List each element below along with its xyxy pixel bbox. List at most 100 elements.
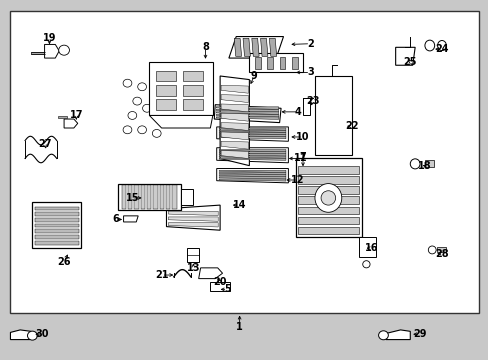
Polygon shape	[219, 149, 285, 152]
Polygon shape	[31, 51, 44, 54]
Bar	[35, 241, 79, 244]
Bar	[182, 71, 203, 81]
Polygon shape	[216, 112, 278, 114]
Bar	[35, 229, 79, 233]
Bar	[128, 185, 132, 209]
Ellipse shape	[321, 191, 335, 205]
Polygon shape	[32, 202, 81, 248]
Polygon shape	[64, 119, 78, 128]
Ellipse shape	[152, 130, 161, 137]
Ellipse shape	[437, 41, 446, 50]
Polygon shape	[10, 330, 31, 339]
Text: 1: 1	[236, 322, 243, 332]
Polygon shape	[219, 179, 285, 181]
Polygon shape	[260, 39, 267, 56]
Bar	[141, 185, 145, 209]
Bar	[122, 185, 126, 209]
Text: 5: 5	[224, 284, 230, 294]
Text: 19: 19	[42, 33, 56, 43]
Ellipse shape	[138, 126, 146, 134]
Text: 18: 18	[417, 161, 431, 171]
Bar	[35, 235, 79, 239]
Ellipse shape	[362, 261, 369, 268]
Text: 9: 9	[250, 71, 257, 81]
Polygon shape	[303, 98, 310, 116]
Polygon shape	[219, 158, 285, 160]
Polygon shape	[220, 76, 249, 166]
Text: 25: 25	[403, 57, 416, 67]
Polygon shape	[219, 134, 285, 136]
Polygon shape	[221, 113, 248, 121]
Text: 21: 21	[155, 270, 168, 280]
Polygon shape	[221, 85, 248, 93]
Polygon shape	[219, 152, 285, 154]
Polygon shape	[216, 117, 278, 120]
Text: 28: 28	[434, 248, 448, 258]
Bar	[156, 85, 176, 96]
Text: 24: 24	[434, 44, 448, 54]
Ellipse shape	[27, 331, 37, 340]
Ellipse shape	[314, 184, 341, 212]
Ellipse shape	[123, 79, 132, 87]
Bar	[165, 185, 170, 209]
Bar	[134, 185, 139, 209]
Polygon shape	[219, 170, 285, 172]
Text: 7: 7	[299, 152, 306, 162]
Bar	[424, 160, 433, 167]
Polygon shape	[181, 189, 193, 205]
Polygon shape	[269, 39, 276, 56]
Polygon shape	[219, 154, 285, 156]
Bar	[35, 212, 79, 216]
Polygon shape	[221, 104, 248, 112]
Polygon shape	[358, 237, 375, 257]
Ellipse shape	[378, 331, 387, 340]
Bar	[182, 99, 203, 110]
Bar	[298, 176, 358, 184]
Polygon shape	[315, 76, 351, 155]
Polygon shape	[221, 95, 248, 103]
Ellipse shape	[59, 45, 69, 55]
Text: 29: 29	[412, 329, 426, 339]
Polygon shape	[168, 217, 218, 221]
Bar	[182, 85, 203, 96]
Text: 20: 20	[213, 277, 226, 287]
Text: 10: 10	[296, 132, 309, 142]
Bar	[35, 218, 79, 222]
Polygon shape	[149, 62, 212, 116]
Polygon shape	[219, 136, 285, 139]
Polygon shape	[221, 123, 248, 131]
Polygon shape	[216, 109, 278, 112]
Bar	[298, 197, 358, 204]
Polygon shape	[219, 156, 285, 158]
Bar	[298, 186, 358, 194]
Polygon shape	[228, 37, 283, 58]
Text: 30: 30	[35, 329, 49, 339]
Bar	[298, 166, 358, 174]
Text: 23: 23	[305, 96, 319, 106]
Polygon shape	[219, 172, 285, 175]
Bar	[279, 57, 285, 69]
Polygon shape	[198, 268, 222, 279]
Polygon shape	[221, 150, 248, 158]
Polygon shape	[118, 184, 181, 211]
Polygon shape	[149, 116, 212, 128]
Bar	[35, 224, 79, 227]
Polygon shape	[216, 114, 278, 117]
Bar	[210, 282, 229, 291]
Polygon shape	[216, 148, 288, 163]
Ellipse shape	[424, 40, 434, 51]
Bar	[249, 53, 303, 72]
Text: 15: 15	[125, 193, 139, 203]
Ellipse shape	[409, 159, 419, 169]
Bar	[147, 185, 151, 209]
Bar	[159, 185, 163, 209]
Bar	[153, 185, 158, 209]
Text: 17: 17	[69, 111, 83, 121]
Bar	[172, 185, 176, 209]
Bar	[186, 248, 199, 262]
Polygon shape	[216, 107, 278, 109]
Ellipse shape	[123, 126, 132, 134]
Polygon shape	[168, 223, 218, 227]
Text: 27: 27	[38, 139, 51, 149]
Bar	[156, 99, 176, 110]
